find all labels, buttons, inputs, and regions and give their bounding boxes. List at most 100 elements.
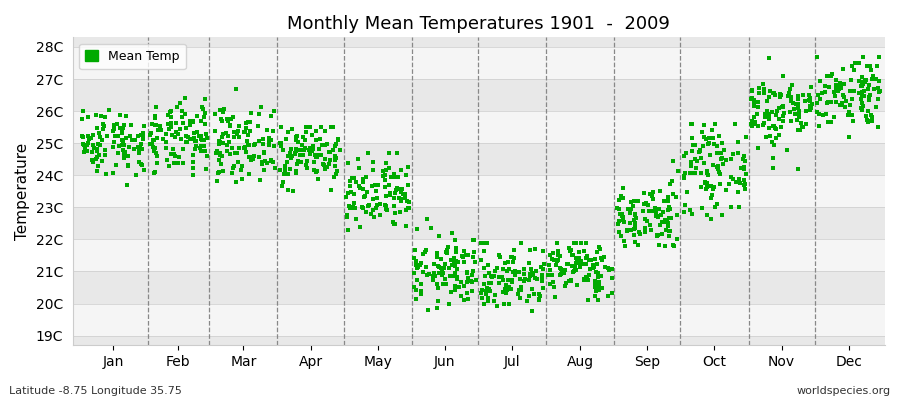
Point bbox=[829, 82, 843, 88]
Point bbox=[238, 149, 253, 156]
Point bbox=[847, 67, 861, 73]
Point bbox=[861, 81, 876, 88]
Point bbox=[430, 305, 445, 312]
Point bbox=[90, 148, 104, 154]
Point bbox=[274, 183, 289, 189]
Point bbox=[500, 277, 515, 283]
Point bbox=[582, 257, 597, 263]
Point bbox=[616, 195, 631, 201]
Point bbox=[789, 101, 804, 108]
Point bbox=[474, 294, 489, 301]
Point bbox=[541, 272, 555, 278]
Point bbox=[343, 177, 357, 184]
Point bbox=[106, 128, 121, 134]
Point bbox=[652, 242, 666, 249]
Point bbox=[726, 150, 741, 157]
Point bbox=[851, 78, 866, 84]
Point bbox=[770, 134, 784, 141]
Point bbox=[356, 194, 371, 200]
Point bbox=[550, 240, 564, 246]
Point bbox=[756, 122, 770, 129]
Point bbox=[574, 240, 589, 246]
Point bbox=[562, 248, 577, 254]
Point bbox=[792, 110, 806, 117]
Point bbox=[589, 269, 603, 275]
Point bbox=[244, 110, 258, 117]
Point bbox=[285, 153, 300, 160]
Point bbox=[85, 149, 99, 156]
Point bbox=[460, 278, 474, 285]
Point bbox=[551, 248, 565, 254]
Point bbox=[689, 165, 704, 172]
Point bbox=[454, 278, 468, 285]
Point bbox=[701, 135, 716, 141]
Point bbox=[784, 98, 798, 104]
Point bbox=[758, 110, 772, 117]
Point bbox=[774, 92, 788, 98]
Point bbox=[435, 269, 449, 276]
Point bbox=[360, 203, 374, 209]
Point bbox=[579, 255, 593, 262]
Point bbox=[410, 262, 424, 268]
Point bbox=[114, 130, 129, 136]
Point bbox=[780, 146, 795, 153]
Point bbox=[864, 66, 878, 73]
Y-axis label: Temperature: Temperature bbox=[15, 143, 30, 240]
Point bbox=[834, 102, 849, 108]
Point bbox=[148, 114, 162, 121]
Point bbox=[285, 126, 300, 132]
Point bbox=[229, 86, 243, 92]
Point bbox=[683, 206, 698, 213]
Point bbox=[466, 237, 481, 243]
Point bbox=[148, 148, 162, 154]
Point bbox=[456, 254, 471, 260]
Point bbox=[456, 297, 471, 304]
Point bbox=[86, 159, 100, 165]
Point bbox=[212, 157, 226, 164]
Point bbox=[724, 204, 738, 210]
Point bbox=[409, 257, 423, 264]
Point bbox=[359, 209, 374, 216]
Point bbox=[771, 115, 786, 122]
Point bbox=[93, 142, 107, 149]
Point bbox=[353, 224, 367, 230]
Point bbox=[492, 279, 507, 286]
Point bbox=[227, 163, 241, 170]
Point bbox=[340, 190, 355, 197]
Point bbox=[416, 269, 430, 275]
Point bbox=[388, 190, 402, 197]
Point bbox=[96, 123, 111, 129]
Point bbox=[557, 270, 572, 276]
Point bbox=[633, 230, 647, 237]
Point bbox=[382, 189, 397, 196]
Point bbox=[419, 271, 434, 278]
Point bbox=[506, 259, 520, 266]
Point bbox=[505, 254, 519, 260]
Point bbox=[844, 112, 859, 118]
Point bbox=[756, 80, 770, 87]
Point bbox=[194, 136, 209, 143]
Point bbox=[75, 116, 89, 122]
Point bbox=[865, 76, 879, 82]
Point bbox=[677, 209, 691, 215]
Point bbox=[382, 165, 397, 171]
Point bbox=[411, 264, 426, 270]
Point bbox=[375, 167, 390, 174]
Point bbox=[119, 113, 133, 119]
Point bbox=[816, 112, 831, 119]
Text: Latitude -8.75 Longitude 35.75: Latitude -8.75 Longitude 35.75 bbox=[9, 386, 182, 396]
Point bbox=[257, 149, 272, 156]
Point bbox=[395, 186, 410, 192]
Point bbox=[167, 151, 182, 158]
Point bbox=[134, 162, 148, 168]
Point bbox=[280, 159, 294, 166]
Point bbox=[769, 126, 783, 132]
Point bbox=[434, 256, 448, 263]
Point bbox=[546, 257, 561, 264]
Point bbox=[90, 168, 104, 174]
Point bbox=[613, 210, 627, 217]
Point bbox=[308, 152, 322, 158]
Point bbox=[220, 116, 234, 122]
Point bbox=[871, 124, 886, 130]
Point bbox=[328, 171, 343, 177]
